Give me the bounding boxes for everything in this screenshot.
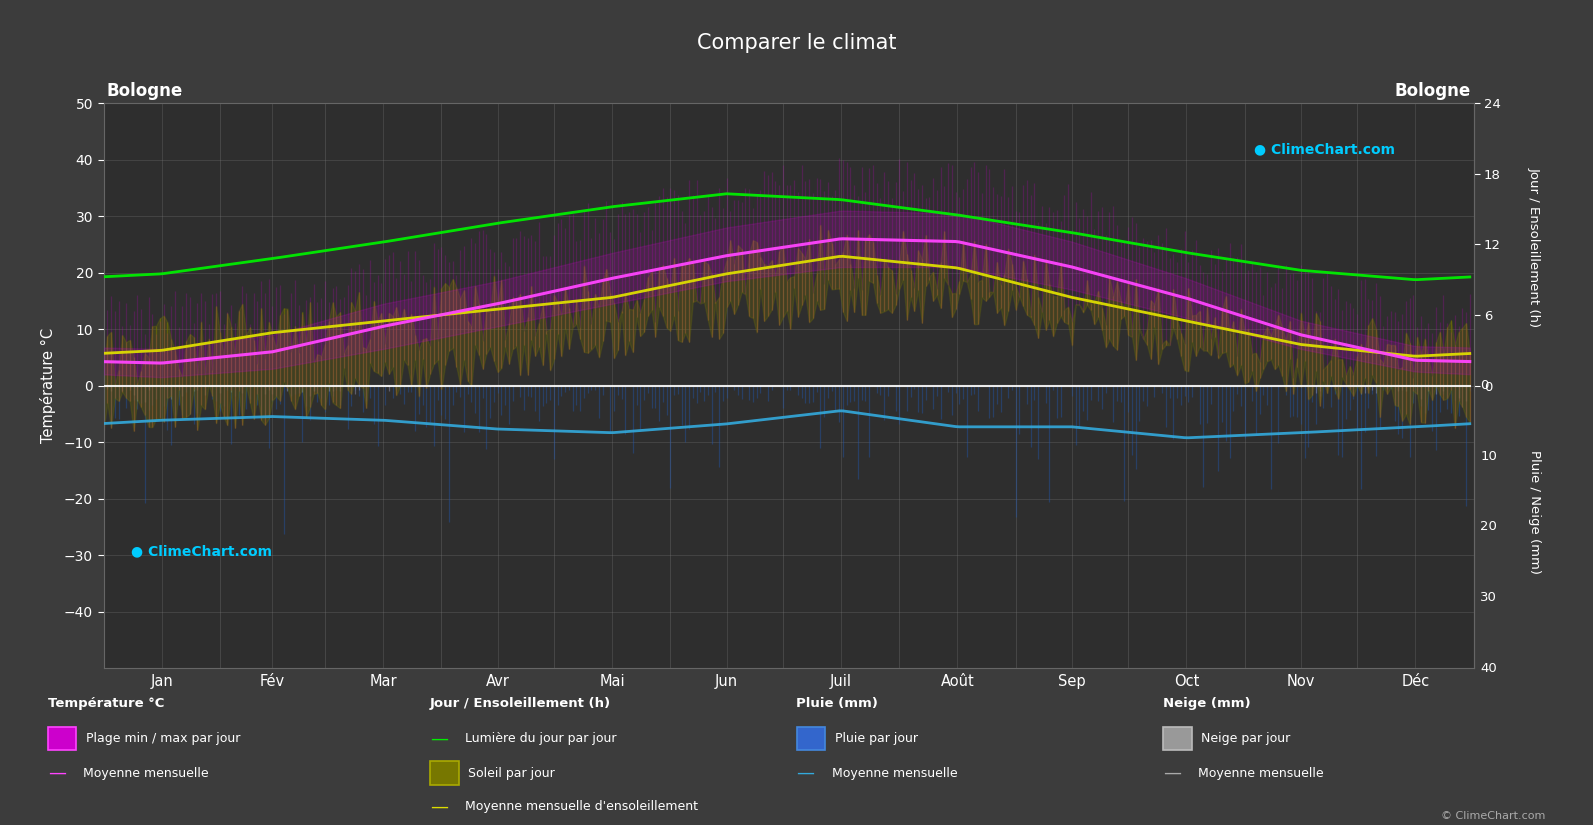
Text: Bologne: Bologne [1394, 82, 1470, 101]
Text: Bologne: Bologne [107, 82, 183, 101]
Text: ● ClimeChart.com: ● ClimeChart.com [1254, 143, 1395, 157]
Text: Soleil par jour: Soleil par jour [468, 766, 554, 780]
Text: Moyenne mensuelle d'ensoleillement: Moyenne mensuelle d'ensoleillement [465, 800, 698, 813]
Text: Pluie par jour: Pluie par jour [835, 732, 918, 745]
Text: Neige (mm): Neige (mm) [1163, 697, 1251, 710]
Text: ● ClimeChart.com: ● ClimeChart.com [131, 544, 272, 558]
Text: —: — [430, 729, 448, 747]
Text: Plage min / max par jour: Plage min / max par jour [86, 732, 241, 745]
Text: Neige par jour: Neige par jour [1201, 732, 1290, 745]
Y-axis label: Température °C: Température °C [40, 328, 56, 443]
Text: —: — [796, 764, 814, 782]
Text: Comparer le climat: Comparer le climat [696, 33, 897, 53]
Text: 0: 0 [1480, 380, 1489, 392]
Text: Pluie / Neige (mm): Pluie / Neige (mm) [1528, 450, 1540, 573]
Text: Jour / Ensoleillement (h): Jour / Ensoleillement (h) [430, 697, 612, 710]
Text: Température °C: Température °C [48, 697, 164, 710]
Text: Moyenne mensuelle: Moyenne mensuelle [1198, 766, 1324, 780]
Text: © ClimeChart.com: © ClimeChart.com [1440, 811, 1545, 821]
Text: Pluie (mm): Pluie (mm) [796, 697, 878, 710]
Text: 10: 10 [1480, 450, 1497, 463]
Text: —: — [48, 764, 65, 782]
Text: —: — [1163, 764, 1180, 782]
Text: 40: 40 [1480, 662, 1497, 675]
Text: Moyenne mensuelle: Moyenne mensuelle [83, 766, 209, 780]
Text: Jour / Ensoleillement (h): Jour / Ensoleillement (h) [1528, 167, 1540, 328]
Text: Moyenne mensuelle: Moyenne mensuelle [832, 766, 957, 780]
Text: —: — [430, 798, 448, 816]
Text: Lumière du jour par jour: Lumière du jour par jour [465, 732, 616, 745]
Text: 20: 20 [1480, 521, 1497, 534]
Text: 30: 30 [1480, 591, 1497, 604]
